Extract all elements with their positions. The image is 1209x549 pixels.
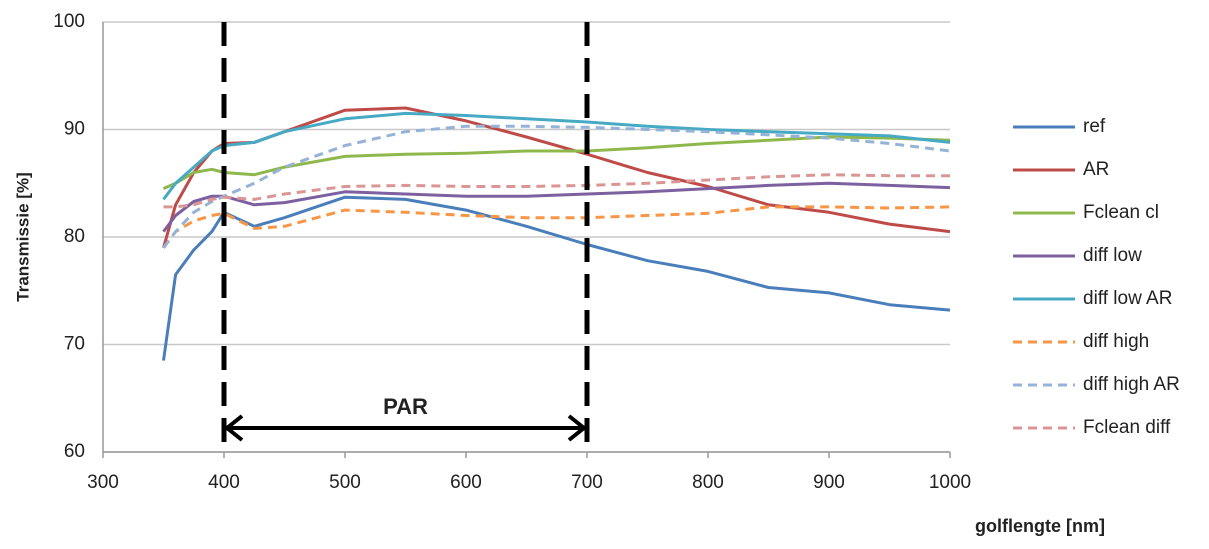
x-tick-label: 1000	[929, 472, 971, 493]
series-line	[162, 195, 951, 361]
legend-label: diff low AR	[1083, 288, 1172, 309]
span-label: PAR	[383, 394, 428, 419]
y-axis-label: Transmissie [%]	[13, 172, 32, 301]
series-line	[162, 181, 951, 233]
legend-label: diff low	[1083, 245, 1142, 266]
y-tick-label: 60	[64, 441, 85, 462]
x-tick-label: 500	[329, 472, 361, 493]
series-line	[162, 205, 951, 249]
y-tick-label: 70	[64, 334, 85, 355]
legend-label: diff high AR	[1083, 374, 1180, 395]
x-tick-label: 300	[87, 472, 119, 493]
legend-label: ref	[1083, 116, 1106, 137]
series-line	[163, 173, 950, 209]
arrow-head	[223, 414, 244, 442]
series-line	[162, 111, 951, 201]
series-line	[162, 135, 951, 190]
x-tick-label: 600	[450, 472, 482, 493]
y-tick-label: 100	[53, 11, 85, 32]
y-tick-label: 80	[64, 226, 85, 247]
y-tick-label: 90	[64, 119, 85, 140]
x-tick-label: 700	[571, 472, 603, 493]
series-line	[162, 124, 951, 249]
legend-label: Fclean cl	[1083, 202, 1159, 223]
x-axis-label: golflengte [nm]	[975, 516, 1105, 536]
x-tick-label: 400	[208, 472, 240, 493]
arrow-head	[567, 414, 588, 442]
legend-label: diff high	[1083, 331, 1149, 352]
legend-label: AR	[1083, 159, 1109, 180]
x-tick-label: 900	[813, 472, 845, 493]
legend-label: Fclean diff	[1083, 417, 1171, 438]
x-tick-label: 800	[692, 472, 724, 493]
